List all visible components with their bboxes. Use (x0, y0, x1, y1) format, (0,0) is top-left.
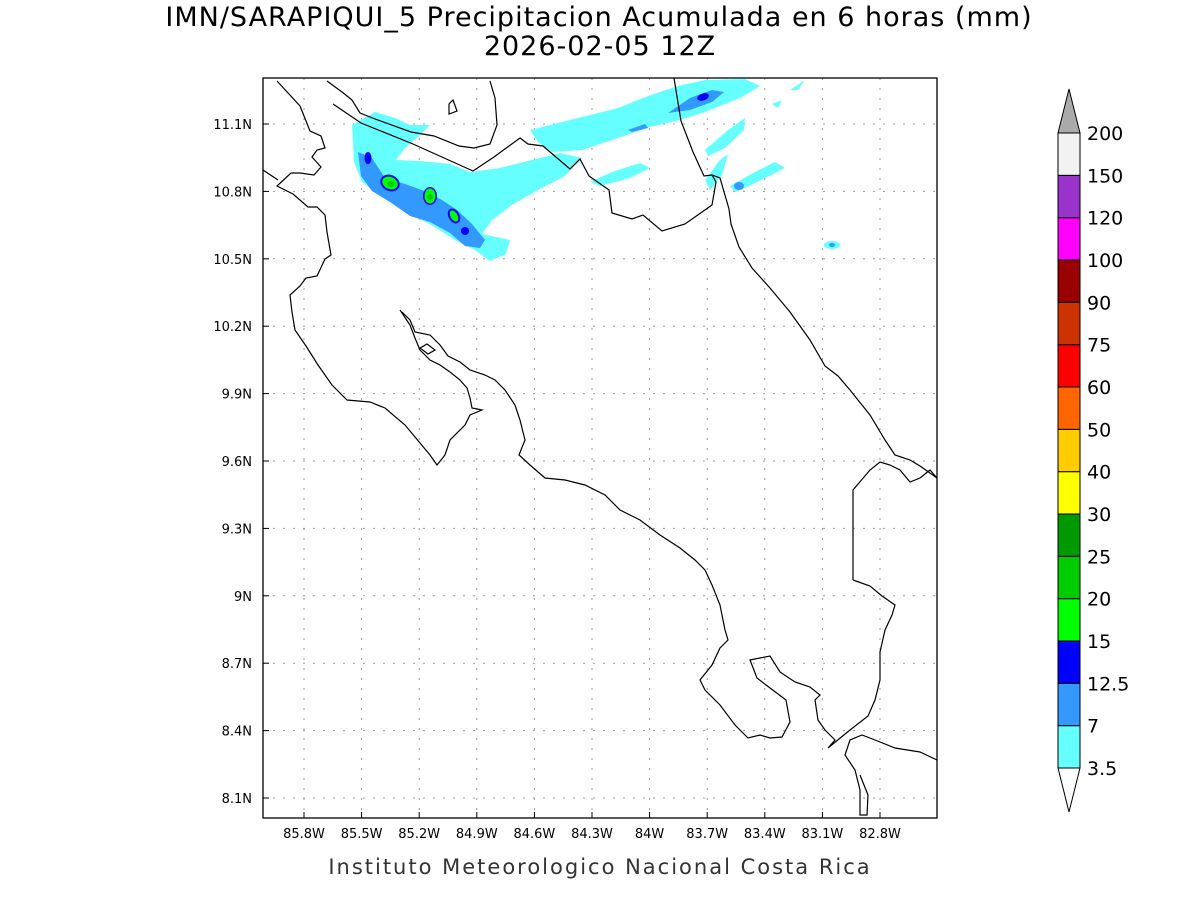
precip-area-3.5 (730, 162, 785, 192)
map-frame (262, 77, 938, 819)
precip-area-3.5 (352, 112, 582, 261)
lon-tick-label: 84.9W (456, 827, 498, 842)
lon-tick-label: 83.4W (744, 827, 786, 842)
lat-tick-label: 8.4N (222, 725, 252, 740)
map-title: IMN/SARAPIQUI_5 Precipitacion Acumulada … (165, 2, 1033, 33)
map-date: 2026-02-05 12Z (483, 31, 717, 62)
lake-island (448, 98, 458, 115)
lat-tick-label: 8.1N (222, 792, 252, 807)
colorbar-label: 3.5 (1087, 758, 1117, 780)
panama-border (852, 461, 937, 580)
nicoya-island (418, 343, 437, 355)
nicaragua-border (332, 103, 717, 232)
colorbar-label: 15 (1087, 631, 1111, 653)
grid-lines (263, 78, 937, 818)
precip-area-7 (734, 182, 744, 190)
colorbar-swatch (1057, 471, 1081, 515)
colorbar-swatch (1057, 682, 1081, 727)
gulf-of-nicoya-coast (401, 311, 896, 749)
lon-tick-label: 82.8W (859, 827, 901, 842)
latitude-axis: 8.1N 8.4N 8.7N 9N 9.3N 9.6N 9.9N 10.2N 10.5N 10.8… (213, 118, 269, 807)
pacific-coast (275, 80, 485, 467)
precip-area-3.5 (705, 118, 745, 156)
lon-tick-label: 84W (635, 827, 665, 842)
lat-tick-label: 11.1N (213, 118, 252, 133)
caribbean-coast (673, 78, 937, 479)
colorbar-label: 100 (1087, 250, 1123, 272)
precip-area-3.5 (705, 154, 728, 190)
lat-tick-label: 9.9N (222, 388, 252, 403)
colorbar-swatch (1057, 259, 1081, 303)
colorbar-label: 25 (1087, 546, 1111, 568)
lat-tick-label: 10.8N (213, 185, 252, 200)
precip-area-7 (829, 243, 835, 247)
colorbar-label: 7 (1087, 716, 1099, 738)
colorbar-label: 60 (1087, 377, 1111, 399)
peninsula-coast (263, 169, 279, 181)
lon-tick-label: 83.1W (801, 827, 843, 842)
colorbar-label: 20 (1087, 589, 1111, 611)
longitude-axis: 85.8W 85.5W 85.2W 84.9W 84.6W 84.3W 84W 83.7W 83… (283, 812, 901, 842)
colorbar-label: 200 (1087, 123, 1123, 145)
colorbar-swatch (1057, 640, 1081, 684)
lon-tick-label: 85.2W (398, 827, 440, 842)
precip-area-3.5 (590, 163, 650, 186)
colorbar-label: 75 (1087, 335, 1111, 357)
coastlines (263, 78, 937, 816)
colorbar-label: 30 (1087, 504, 1111, 526)
lat-tick-label: 8.7N (222, 657, 252, 672)
lon-tick-label: 85.5W (341, 827, 383, 842)
colorbar-swatch (1057, 598, 1081, 642)
colorbar-label: 12.5 (1087, 673, 1129, 695)
precip-cores (364, 93, 709, 235)
panama-coast (844, 734, 937, 816)
colorbar-label: 120 (1087, 208, 1123, 230)
lat-tick-label: 9N (234, 590, 252, 605)
lat-tick-label: 10.2N (213, 320, 252, 335)
colorbar-under-triangle (1057, 767, 1081, 813)
lon-tick-label: 84.6W (513, 827, 555, 842)
lon-tick-label: 83.7W (686, 827, 728, 842)
colorbar-label: 90 (1087, 292, 1111, 314)
precip-area-7 (358, 152, 485, 248)
colorbar-swatch (1057, 513, 1081, 557)
colorbar-swatch (1057, 217, 1081, 261)
colorbar-swatch (1057, 386, 1081, 430)
colorbar-label: 40 (1087, 462, 1111, 484)
lat-tick-label: 9.3N (222, 522, 252, 537)
precip-area-7 (668, 90, 724, 113)
lat-tick-label: 10.5N (213, 253, 252, 268)
precip-area-7 (628, 124, 648, 132)
precip-area-3.5 (772, 80, 805, 108)
lon-tick-label: 85.8W (283, 827, 325, 842)
colorbar-over-triangle (1057, 88, 1081, 134)
colorbar-swatch (1057, 301, 1081, 346)
colorbar-legend: 3.5 7 12.5 15 20 25 30 40 50 60 75 90 100 120 150 200 (1057, 88, 1129, 813)
colorbar-swatch (1057, 725, 1081, 769)
colorbar-label: 150 (1087, 165, 1123, 187)
lat-tick-label: 9.6N (222, 455, 252, 470)
precip-field (352, 79, 840, 261)
colorbar-swatch (1057, 174, 1081, 219)
footer-credit: Instituto Meteorologico Nacional Costa R… (328, 855, 872, 879)
colorbar-swatch (1057, 428, 1081, 473)
colorbar-swatch (1057, 344, 1081, 388)
colorbar-swatch (1057, 555, 1081, 600)
lon-tick-label: 84.3W (571, 827, 613, 842)
colorbar-label: 50 (1087, 419, 1111, 441)
lake-nicaragua-shore (326, 80, 498, 149)
colorbar-swatch (1057, 132, 1081, 176)
